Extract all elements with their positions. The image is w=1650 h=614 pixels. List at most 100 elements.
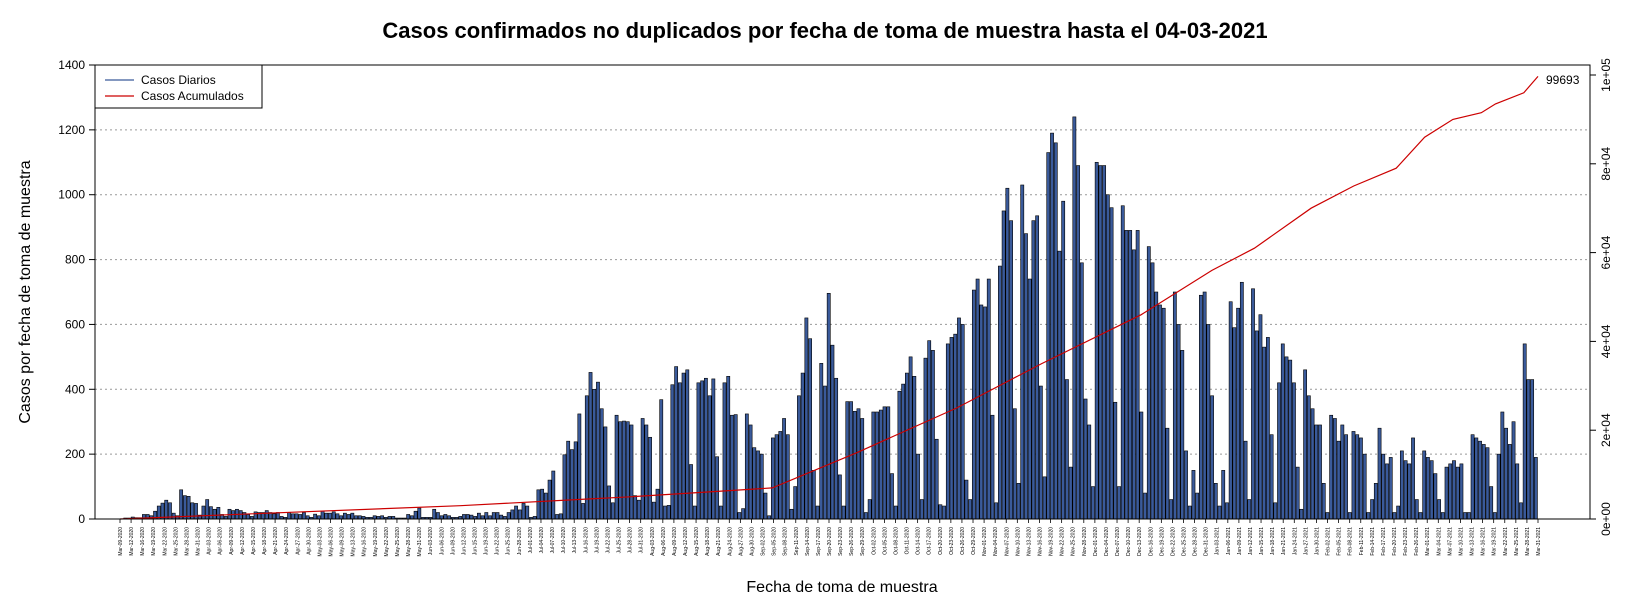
daily-bar xyxy=(186,495,191,520)
daily-bar xyxy=(1269,434,1274,520)
daily-bar xyxy=(1184,450,1188,520)
daily-bar xyxy=(1515,463,1520,520)
daily-bar xyxy=(841,505,846,520)
x-tick-label: May-22-2020 xyxy=(384,527,390,557)
daily-bar xyxy=(1057,250,1062,520)
daily-bar xyxy=(350,512,355,520)
daily-bar xyxy=(759,453,764,520)
x-tick-label: Apr-03-2020 xyxy=(207,527,213,555)
daily-bar xyxy=(815,505,820,520)
legend: Casos Diarios Casos Acumulados xyxy=(94,64,263,109)
x-tick-label: May-16-2020 xyxy=(362,527,368,557)
daily-bar xyxy=(1239,281,1244,520)
x-tick-label: Dec-01-2020 xyxy=(1093,527,1099,556)
daily-bar xyxy=(603,426,608,520)
daily-bar xyxy=(722,382,727,520)
daily-bar xyxy=(1310,408,1315,520)
daily-bar xyxy=(916,453,920,520)
x-tick-label: Jun-28-2020 xyxy=(517,527,523,555)
daily-bar xyxy=(830,344,835,520)
x-tick-label: Dec-22-2020 xyxy=(1170,527,1176,556)
daily-bar xyxy=(893,505,898,520)
daily-bar xyxy=(1031,220,1036,520)
daily-bar xyxy=(1180,350,1185,520)
daily-bar xyxy=(324,512,329,520)
daily-bar xyxy=(1146,246,1151,520)
daily-bar xyxy=(462,514,466,520)
daily-bar xyxy=(1161,307,1166,520)
daily-bar xyxy=(1359,437,1363,520)
daily-bar xyxy=(927,340,932,520)
x-tick-label: Jan-12-2021 xyxy=(1248,527,1254,555)
daily-bar xyxy=(573,441,578,520)
daily-bar xyxy=(990,414,995,520)
daily-bar xyxy=(406,514,411,520)
daily-bar xyxy=(1325,512,1330,520)
daily-bar xyxy=(811,470,816,520)
x-tick-label: Dec-13-2020 xyxy=(1137,527,1143,556)
daily-bar xyxy=(1452,460,1456,520)
daily-bar xyxy=(1377,427,1382,520)
daily-bar xyxy=(845,401,850,520)
daily-bar xyxy=(1455,466,1460,520)
daily-bar xyxy=(1496,453,1501,520)
daily-bar xyxy=(536,489,541,520)
daily-bar xyxy=(1321,483,1326,520)
daily-bar xyxy=(1273,502,1278,520)
daily-bar xyxy=(171,512,176,520)
daily-bar xyxy=(931,350,935,520)
daily-bar xyxy=(808,338,812,520)
x-tick-label: Nov-10-2020 xyxy=(1015,527,1021,556)
daily-bar xyxy=(1158,304,1162,520)
y2-tick-label: 0e+00 xyxy=(1599,502,1613,536)
daily-bar xyxy=(804,317,809,520)
x-tick-label: Apr-24-2020 xyxy=(284,527,290,555)
y-tick-label: 0 xyxy=(78,512,85,526)
x-tick-label: Jul-31-2020 xyxy=(639,527,645,554)
daily-bar xyxy=(782,418,786,520)
daily-bar xyxy=(1444,466,1449,520)
daily-bar xyxy=(737,512,742,520)
daily-bar xyxy=(1448,463,1453,520)
x-tick-label: Nov-19-2020 xyxy=(1049,527,1055,556)
daily-bar xyxy=(246,514,250,520)
x-tick-label: Feb-14-2021 xyxy=(1370,527,1376,556)
x-tick-label: May-13-2020 xyxy=(351,527,357,557)
daily-bar xyxy=(964,479,969,520)
daily-bar xyxy=(704,377,708,520)
x-tick-label: Feb-02-2021 xyxy=(1326,527,1332,556)
daily-bar xyxy=(290,513,295,520)
daily-bar xyxy=(1221,470,1226,520)
x-tick-label: Jun-22-2020 xyxy=(495,527,501,555)
x-tick-label: Jul-01-2020 xyxy=(528,527,534,554)
daily-bar xyxy=(216,507,221,520)
daily-bar xyxy=(525,505,530,520)
daily-bar xyxy=(160,502,165,520)
x-tick-label: Aug-09-2020 xyxy=(672,527,678,556)
daily-bar xyxy=(983,306,987,520)
daily-bar xyxy=(1199,294,1203,520)
daily-bar xyxy=(1128,230,1133,520)
y-tick-label: 200 xyxy=(65,447,85,461)
x-tick-label: Dec-10-2020 xyxy=(1126,527,1132,556)
daily-bar xyxy=(1213,483,1218,520)
daily-bar xyxy=(540,488,545,520)
daily-bar xyxy=(294,513,299,520)
daily-bar xyxy=(1042,476,1047,520)
x-tick-label: Nov-04-2020 xyxy=(993,527,999,556)
daily-bar xyxy=(971,289,976,520)
daily-bar xyxy=(201,505,206,520)
daily-bar xyxy=(1403,460,1408,520)
daily-bar xyxy=(1217,505,1222,520)
daily-bar xyxy=(592,388,597,520)
x-tick-label: Mar-22-2020 xyxy=(162,527,168,556)
x-tick-label: Mar-07-2021 xyxy=(1447,527,1453,556)
daily-bar xyxy=(890,473,894,520)
x-tick-label: Mar-12-2020 xyxy=(129,527,135,556)
y2-tick-label: 2e+04 xyxy=(1599,413,1613,447)
daily-bar xyxy=(1109,207,1114,520)
daily-bar xyxy=(651,501,656,520)
daily-bar xyxy=(1113,401,1118,520)
x-tick-label: Oct-29-2020 xyxy=(971,527,977,555)
daily-bar xyxy=(346,514,351,520)
